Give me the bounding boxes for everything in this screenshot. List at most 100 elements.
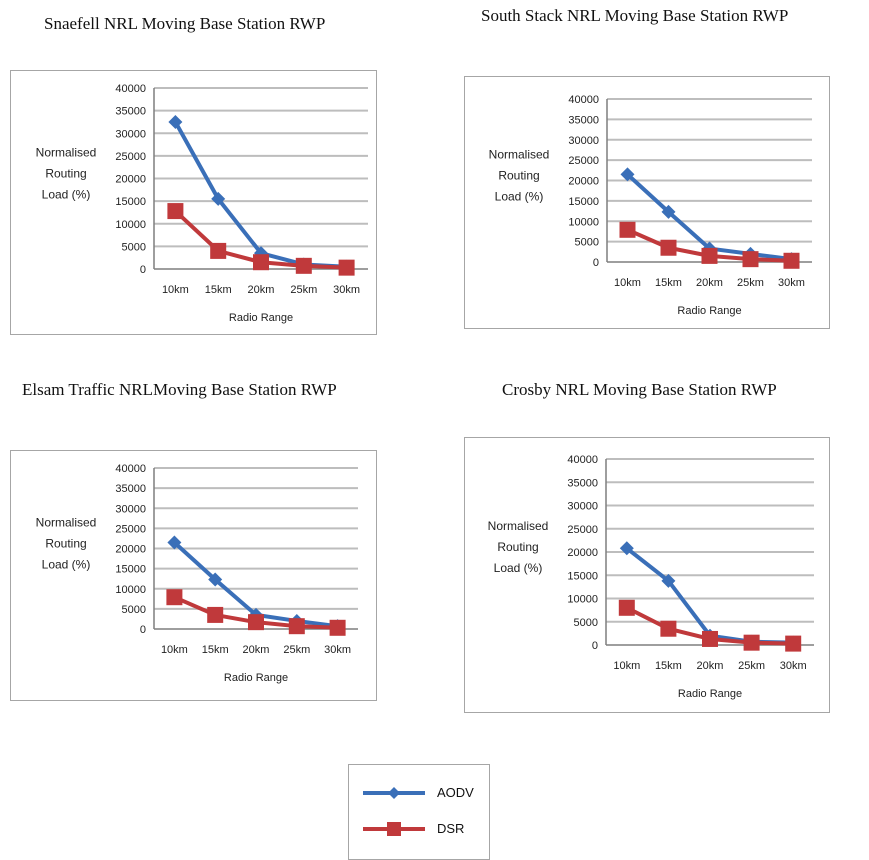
data-point-dsr bbox=[702, 630, 718, 647]
chart-title-south-stack: South Stack NRL Moving Base Station RWP bbox=[481, 6, 789, 25]
y-tick-label: 35000 bbox=[568, 114, 599, 126]
y-tick-label: 35000 bbox=[567, 477, 598, 489]
x-axis-label: Radio Range bbox=[224, 672, 288, 684]
x-tick-label: 30km bbox=[780, 660, 807, 672]
x-tick-label: 30km bbox=[778, 277, 805, 289]
data-point-dsr bbox=[743, 634, 760, 651]
y-tick-label: 25000 bbox=[115, 523, 146, 535]
y-tick-label: 15000 bbox=[115, 196, 146, 208]
x-tick-label: 25km bbox=[290, 284, 317, 296]
chart-title-crosby: Crosby NRL Moving Base Station RWP bbox=[502, 380, 777, 399]
data-point-dsr bbox=[619, 221, 636, 238]
legend-label-dsr: DSR bbox=[437, 821, 465, 836]
data-point-dsr bbox=[338, 259, 355, 276]
y-axis-label: Normalised Routing Load (%) bbox=[488, 519, 549, 575]
series-line-aodv bbox=[173, 120, 347, 269]
y-tick-label: 30000 bbox=[115, 503, 146, 515]
legend-diamond-marker bbox=[388, 787, 400, 799]
y-tick-label: 40000 bbox=[115, 83, 146, 95]
x-tick-label: 25km bbox=[738, 660, 765, 672]
legend-swatch-aodv bbox=[363, 787, 425, 799]
y-tick-label: 25000 bbox=[568, 155, 599, 167]
data-point-dsr bbox=[618, 599, 635, 616]
chart-legend: AODV DSR bbox=[348, 764, 490, 860]
x-axis-label: Radio Range bbox=[678, 688, 742, 700]
y-tick-label: 40000 bbox=[568, 94, 599, 106]
x-tick-label: 25km bbox=[737, 277, 764, 289]
data-point-dsr bbox=[166, 589, 183, 606]
y-tick-label: 5000 bbox=[574, 617, 598, 629]
chart-panel-crosby: 0 5000 10000 15000 20000 25000 30000 35000 40000… bbox=[464, 437, 830, 713]
x-tick-label: 10km bbox=[161, 644, 188, 656]
data-point-dsr bbox=[783, 252, 800, 269]
y-tick-label: 0 bbox=[592, 640, 598, 652]
x-tick-label: 20km bbox=[696, 277, 723, 289]
chart-title-snaefell: Snaefell NRL Moving Base Station RWP bbox=[44, 14, 326, 33]
chart-south-stack: 0 5000 10000 15000 20000 25000 30000 35000 40000… bbox=[489, 94, 812, 317]
data-point-aodv bbox=[168, 114, 183, 129]
chart-snaefell: 0 5000 10000 15000 20000 25000 30000 35000 40000… bbox=[36, 83, 368, 324]
x-tick-label: 15km bbox=[655, 660, 682, 672]
y-tick-label: 30000 bbox=[567, 501, 598, 513]
y-tick-label: 30000 bbox=[568, 135, 599, 147]
legend-label-aodv: AODV bbox=[437, 785, 474, 800]
x-tick-label: 30km bbox=[333, 284, 360, 296]
chart-panel-elsam: 0 5000 10000 15000 20000 25000 30000 35000 40000… bbox=[10, 450, 377, 701]
y-tick-label: 25000 bbox=[115, 151, 146, 163]
y-tick-label: 10000 bbox=[115, 219, 146, 231]
data-point-dsr bbox=[329, 619, 346, 636]
x-axis-label: Radio Range bbox=[229, 312, 293, 324]
chart-elsam: 0 5000 10000 15000 20000 25000 30000 35000 40000… bbox=[36, 463, 358, 684]
chart-crosby: 0 5000 10000 15000 20000 25000 30000 35000 40000… bbox=[488, 454, 814, 700]
chart-panel-south-stack: 0 5000 10000 15000 20000 25000 30000 35000 40000… bbox=[464, 76, 830, 329]
data-point-dsr bbox=[167, 203, 184, 220]
x-tick-label: 15km bbox=[205, 284, 232, 296]
y-axis-label: Normalised Routing Load (%) bbox=[36, 516, 97, 572]
x-tick-label: 15km bbox=[655, 277, 682, 289]
chart-title-elsam: Elsam Traffic NRLMoving Base Station RWP bbox=[22, 380, 337, 399]
data-point-aodv bbox=[167, 535, 182, 550]
x-tick-label: 15km bbox=[202, 644, 229, 656]
data-point-dsr bbox=[207, 606, 224, 623]
y-tick-label: 40000 bbox=[115, 463, 146, 475]
y-tick-label: 40000 bbox=[567, 454, 598, 466]
x-tick-label: 20km bbox=[243, 644, 270, 656]
y-tick-label: 20000 bbox=[568, 176, 599, 188]
y-tick-label: 0 bbox=[593, 257, 599, 269]
data-point-aodv bbox=[211, 191, 226, 206]
y-axis-label: Normalised Routing Load (%) bbox=[36, 146, 97, 202]
legend-item-aodv: AODV bbox=[359, 783, 484, 803]
data-point-aodv bbox=[208, 572, 223, 587]
data-point-dsr bbox=[660, 620, 677, 637]
data-point-dsr bbox=[785, 635, 802, 652]
data-point-dsr bbox=[660, 239, 677, 256]
data-point-dsr bbox=[210, 242, 227, 259]
y-tick-label: 0 bbox=[140, 264, 146, 276]
data-point-aodv bbox=[661, 204, 676, 219]
legend-swatch-dsr bbox=[363, 822, 425, 836]
y-tick-label: 15000 bbox=[115, 564, 146, 576]
legend-square-marker bbox=[387, 822, 401, 836]
x-axis-label: Radio Range bbox=[677, 305, 741, 317]
data-point-dsr bbox=[701, 247, 718, 264]
legend-item-dsr: DSR bbox=[359, 819, 484, 839]
y-tick-label: 15000 bbox=[568, 196, 599, 208]
series-line-aodv bbox=[625, 546, 794, 645]
y-tick-label: 0 bbox=[140, 624, 146, 636]
data-point-aodv bbox=[661, 573, 676, 588]
x-tick-label: 25km bbox=[283, 644, 310, 656]
y-tick-label: 20000 bbox=[567, 547, 598, 559]
y-tick-label: 25000 bbox=[567, 524, 598, 536]
data-point-aodv bbox=[619, 541, 634, 556]
x-tick-label: 10km bbox=[614, 277, 641, 289]
x-tick-label: 20km bbox=[248, 284, 275, 296]
x-tick-label: 30km bbox=[324, 644, 351, 656]
data-point-dsr bbox=[295, 257, 312, 274]
y-tick-label: 30000 bbox=[115, 128, 146, 140]
y-tick-label: 5000 bbox=[122, 604, 146, 616]
y-tick-label: 20000 bbox=[115, 174, 146, 186]
data-point-dsr bbox=[742, 251, 759, 268]
x-tick-label: 10km bbox=[613, 660, 640, 672]
y-tick-label: 5000 bbox=[122, 241, 146, 253]
y-tick-label: 35000 bbox=[115, 483, 146, 495]
